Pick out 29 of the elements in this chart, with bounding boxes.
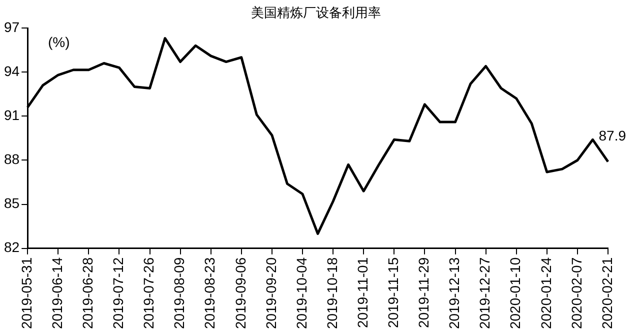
x-tick-label: 2019-11-15 xyxy=(385,257,402,328)
x-tick-label: 2019-10-18 xyxy=(324,257,340,330)
x-tick-label: 2019-10-04 xyxy=(293,257,310,330)
x-tick-label: 2019-07-26 xyxy=(140,257,157,330)
x-tick-label: 2019-07-12 xyxy=(110,257,126,330)
x-tick-label: 2019-09-06 xyxy=(232,257,248,330)
x-tick-label: 2019-06-28 xyxy=(80,257,96,330)
x-tick-label: 2020-02-21 xyxy=(598,257,615,330)
y-axis-title: (%) xyxy=(48,34,70,50)
y-tick-label: 85 xyxy=(4,195,20,212)
y-tick-label: 88 xyxy=(4,151,20,168)
x-tick-label: 2020-01-24 xyxy=(538,257,554,330)
x-tick-label: 2019-11-29 xyxy=(416,257,432,328)
x-tick-label: 2019-12-13 xyxy=(446,257,462,330)
x-tick-label: 2019-08-23 xyxy=(202,257,218,330)
y-tick-label: 97 xyxy=(4,18,20,35)
y-tick-label: 91 xyxy=(4,107,20,124)
x-tick-label: 2019-09-20 xyxy=(262,257,279,330)
data-label: 87.9 xyxy=(598,128,626,144)
chart-title: 美国精炼厂设备利用率 xyxy=(251,6,381,21)
x-tick-label: 2019-05-31 xyxy=(18,257,34,330)
x-tick-label: 2019-11-01 xyxy=(354,257,370,328)
x-tick-label: 2020-02-07 xyxy=(568,257,584,330)
y-tick-label: 94 xyxy=(4,62,20,79)
y-tick-label: 82 xyxy=(4,239,20,256)
x-tick-label: 2019-12-27 xyxy=(476,257,493,330)
x-tick-label: 2019-08-09 xyxy=(171,257,188,330)
x-tick-label: 2019-06-14 xyxy=(48,257,65,330)
x-tick-label: 2020-01-10 xyxy=(507,257,524,330)
